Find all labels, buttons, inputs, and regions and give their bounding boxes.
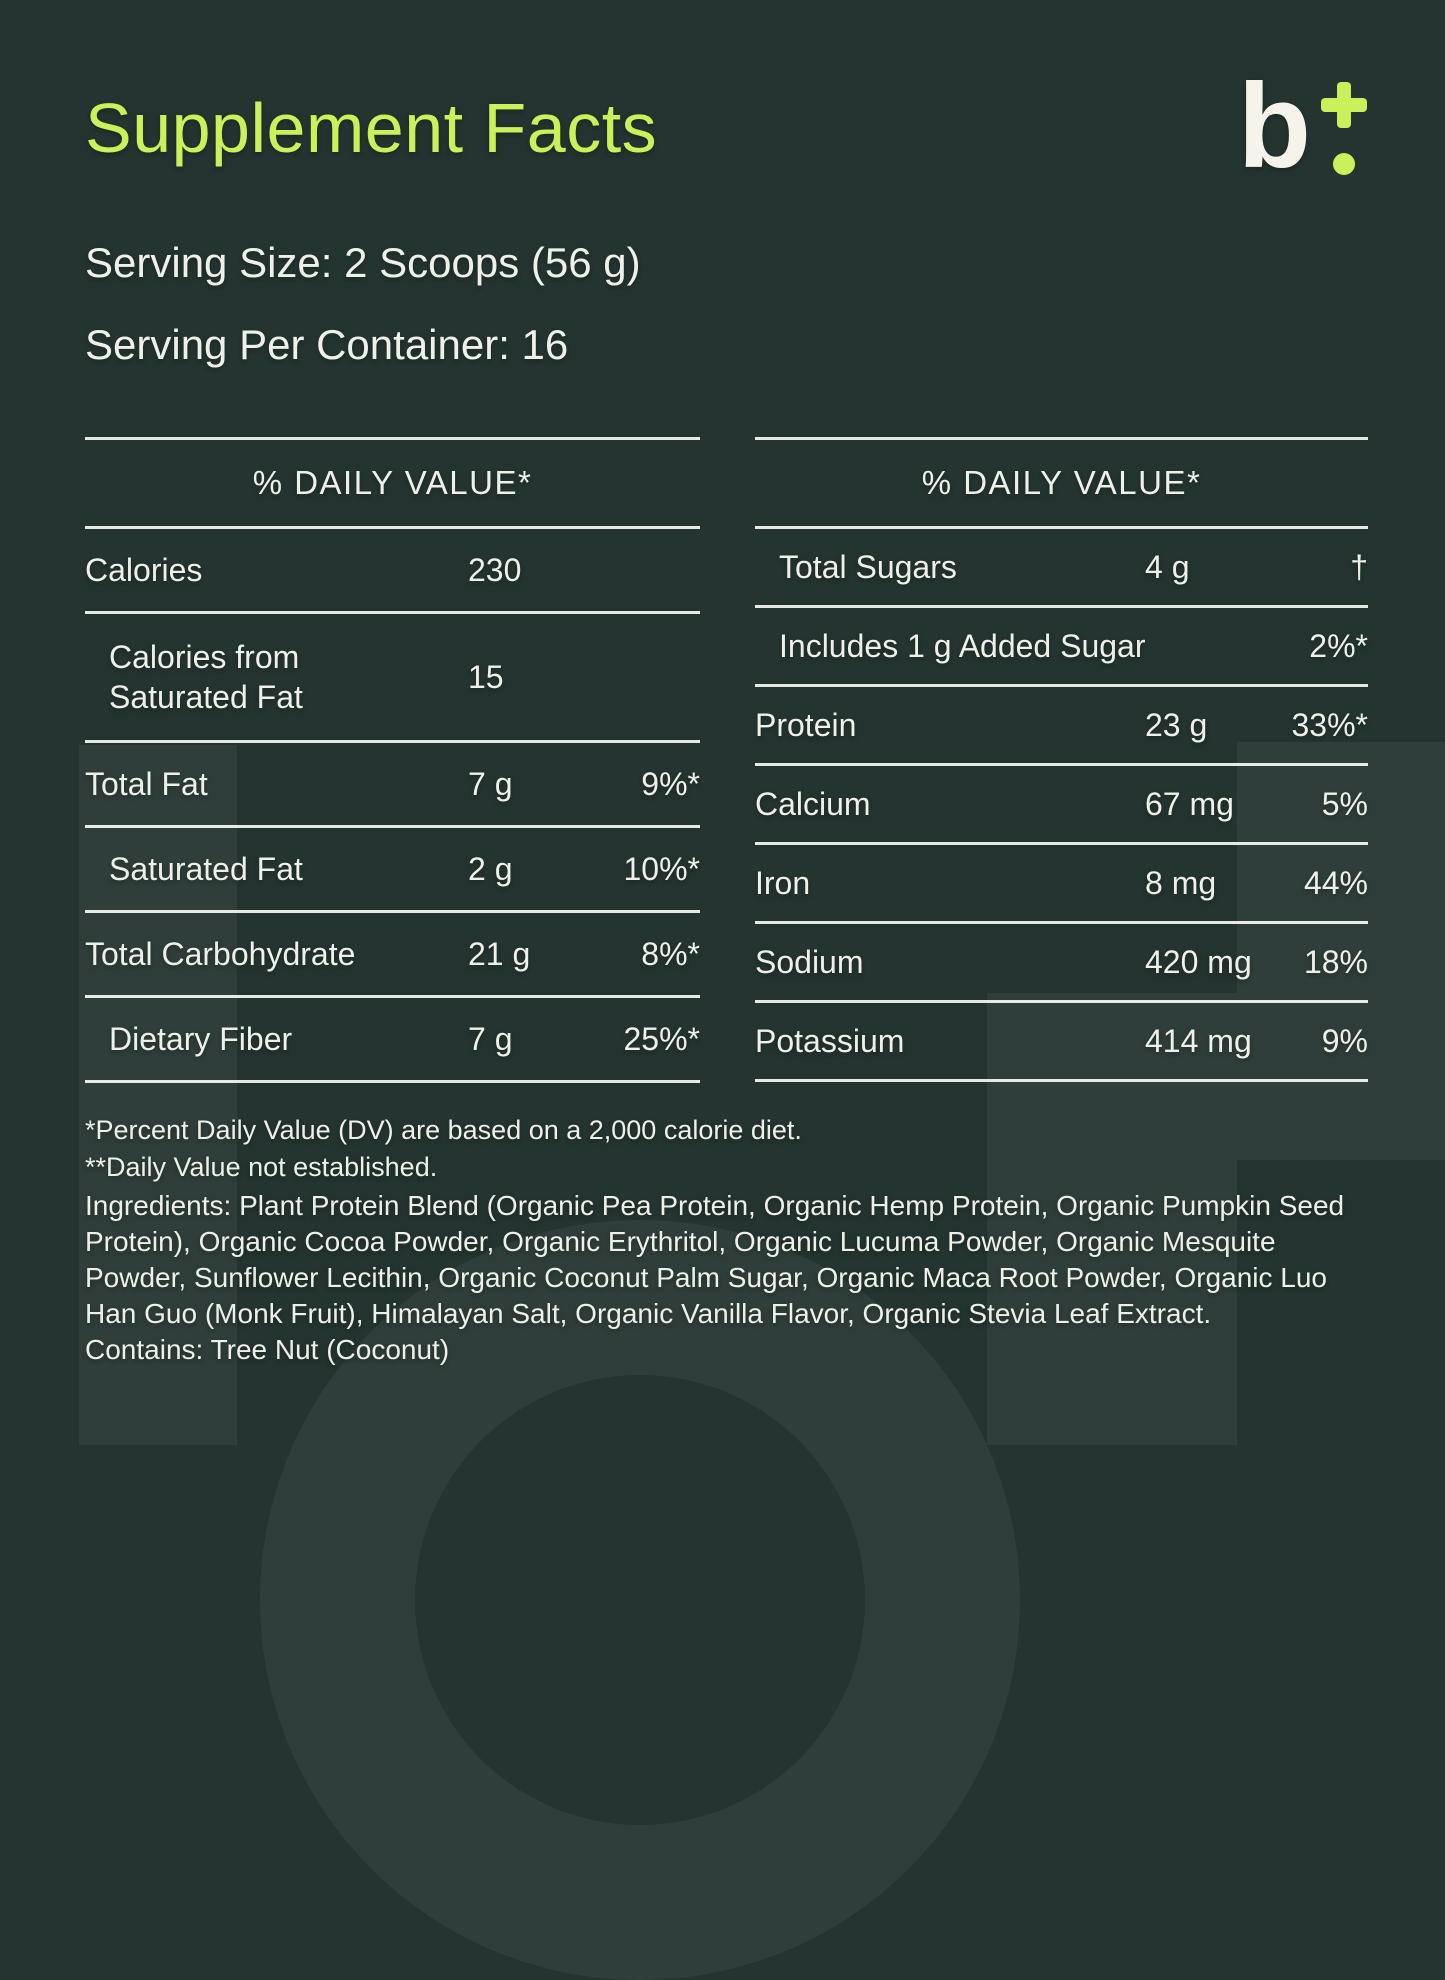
table-row-calories: Calories 230 [85, 529, 700, 614]
nutrient-amount: 414 mg [1145, 1023, 1252, 1059]
nutrient-percent: 9%* [641, 766, 700, 802]
nutrient-label: Calories from Saturated Fat [109, 639, 303, 715]
nutrient-percent: 2%* [1309, 628, 1368, 664]
dot-icon [1333, 153, 1355, 175]
table-row-total-carbohydrate: Total Carbohydrate 21 g 8%* [85, 913, 700, 998]
ingredients-section: Ingredients: Plant Protein Blend (Organi… [85, 1188, 1365, 1368]
table-row-calories-from-saturated-fat: Calories from Saturated Fat 15 [85, 614, 700, 743]
table-row-dietary-fiber: Dietary Fiber 7 g 25%* [85, 998, 700, 1083]
nutrient-label: Total Fat [85, 766, 208, 802]
nutrient-amount: 23 g [1145, 707, 1208, 743]
table-row-iron: Iron 8 mg 44% [755, 845, 1368, 924]
nutrient-label: Protein [755, 707, 857, 743]
table-row-sodium: Sodium 420 mg 18% [755, 924, 1368, 1003]
serving-size-text: Serving Size: 2 Scoops (56 g) [85, 239, 641, 286]
table-row-total-sugars: Total Sugars 4 g † [755, 529, 1368, 608]
footnote-daily-value: *Percent Daily Value (DV) are based on a… [85, 1115, 802, 1145]
page-title: Supplement Facts [85, 89, 658, 167]
nutrient-amount: 420 mg [1145, 944, 1252, 980]
nutrient-amount: 7 g [468, 1021, 513, 1057]
servings-per-container-text: Serving Per Container: 16 [85, 321, 569, 368]
footnote-not-established: **Daily Value not established. [85, 1152, 438, 1182]
table-row-total-fat: Total Fat 7 g 9%* [85, 743, 700, 828]
table-row-calcium: Calcium 67 mg 5% [755, 766, 1368, 845]
table-row-protein: Protein 23 g 33%* [755, 687, 1368, 766]
nutrient-amount: 8 mg [1145, 865, 1217, 901]
ingredients-text: Ingredients: Plant Protein Blend (Organi… [85, 1190, 1345, 1329]
nutrient-label: Sodium [755, 944, 864, 980]
nutrient-amount: 15 [468, 659, 504, 695]
table-row-potassium: Potassium 414 mg 9% [755, 1003, 1368, 1082]
logo-letter-b: b [1237, 59, 1311, 193]
nutrient-label: Potassium [755, 1023, 905, 1059]
nutrient-label: Iron [755, 865, 811, 901]
nutrient-percent: † [1350, 549, 1368, 585]
nutrient-label: Calcium [755, 786, 871, 822]
brand-logo: b [1237, 59, 1367, 193]
nutrient-percent: 25%* [623, 1021, 701, 1057]
nutrient-amount: 7 g [468, 766, 513, 802]
nutrient-amount: 21 g [468, 936, 531, 972]
nutrient-percent: 18% [1303, 944, 1368, 980]
footnotes: *Percent Daily Value (DV) are based on a… [85, 1112, 802, 1186]
nutrient-percent: 10%* [623, 851, 701, 887]
nutrient-percent: 9% [1321, 1023, 1368, 1059]
serving-info: Serving Size: 2 Scoops (56 g) Serving Pe… [85, 242, 641, 366]
daily-value-header-right: % DAILY VALUE* [755, 440, 1368, 529]
nutrient-percent: 8%* [641, 936, 700, 972]
nutrient-label: Total Sugars [779, 549, 957, 585]
watermark-b-stem [79, 745, 237, 1445]
nutrient-label: Calories [85, 552, 203, 588]
table-row-saturated-fat: Saturated Fat 2 g 10%* [85, 828, 700, 913]
nutrient-label: Total Carbohydrate [85, 936, 356, 972]
nutrient-amount: 230 [468, 552, 522, 588]
plus-icon [1321, 82, 1367, 128]
nutrition-tables: % DAILY VALUE* Calories 230 Calories fro… [85, 437, 1368, 1083]
daily-value-header-left: % DAILY VALUE* [85, 440, 700, 529]
nutrition-table-right: % DAILY VALUE* Total Sugars 4 g † Includ… [755, 437, 1368, 1083]
table-row-added-sugar: Includes 1 g Added Sugar 2%* [755, 608, 1368, 687]
nutrient-amount: 4 g [1145, 549, 1190, 585]
nutrient-label: Saturated Fat [109, 851, 303, 887]
nutrient-percent: 5% [1321, 786, 1368, 822]
nutrient-label: Dietary Fiber [109, 1021, 293, 1057]
label-canvas: Supplement Facts b Serving Size: 2 Scoop… [79, 59, 1445, 1980]
contains-text: Contains: Tree Nut (Coconut) [85, 1334, 450, 1365]
nutrient-label: Includes 1 g Added Sugar [779, 628, 1146, 664]
nutrient-percent: 33%* [1291, 707, 1369, 743]
nutrition-table-left: % DAILY VALUE* Calories 230 Calories fro… [85, 437, 700, 1083]
nutrient-percent: 44% [1303, 865, 1368, 901]
nutrient-amount: 2 g [468, 851, 513, 887]
nutrient-amount: 67 mg [1145, 786, 1234, 822]
